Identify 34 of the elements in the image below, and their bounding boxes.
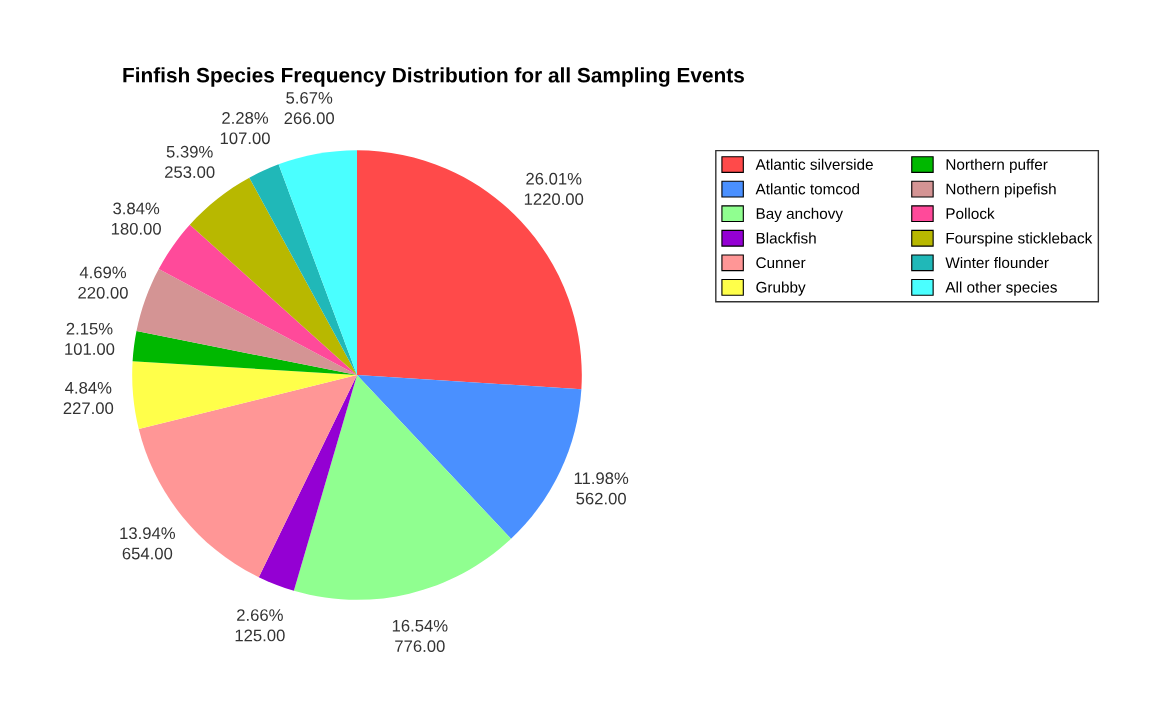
legend-label: Blackfish xyxy=(756,232,816,244)
legend-label: Bay anchovy xyxy=(756,207,843,223)
legend-label: Pollock xyxy=(946,207,995,219)
legend-label: Winter flounder xyxy=(945,256,1049,269)
pie-slice xyxy=(249,164,357,375)
pie-slice xyxy=(357,150,582,390)
data-label: 3.84% 180.00 xyxy=(111,202,161,235)
data-label: 5.67% 266.00 xyxy=(284,91,335,125)
legend-label: Northern puffer xyxy=(946,158,1048,173)
data-label: 4.69% 220.00 xyxy=(78,266,128,299)
legend-label: All other species xyxy=(945,281,1057,296)
data-label: 26.01% 1220.00 xyxy=(524,172,584,206)
legend-label: Atlantic tomcod xyxy=(755,183,859,195)
pie-slice xyxy=(189,177,357,375)
data-label: 11.98% 562.00 xyxy=(574,472,629,505)
data-label: 5.39% 253.00 xyxy=(165,145,215,179)
pie-slice xyxy=(293,375,512,600)
data-label: 16.54% 776.00 xyxy=(392,619,448,653)
pie-slice xyxy=(278,150,357,375)
chart-title: Finfish Species Frequency Distribution for all Sampling Events xyxy=(123,67,744,87)
pie-slice xyxy=(136,268,357,375)
legend-label: Atlantic silverside xyxy=(755,158,873,170)
pie-slice xyxy=(132,361,357,430)
legend-label: Nothern pipefish xyxy=(946,183,1056,198)
legend-label: Grubby xyxy=(756,281,806,296)
data-label: 4.84% 227.00 xyxy=(63,381,114,415)
pie-slice xyxy=(132,331,357,375)
pie-slice xyxy=(258,375,357,591)
data-label: 2.15% 101.00 xyxy=(65,322,115,355)
legend-label: Fourspine stickleback xyxy=(946,232,1093,247)
data-label: 2.66% 125.00 xyxy=(235,609,285,642)
legend-label: Cunner xyxy=(756,257,806,269)
data-label: 13.94% 654.00 xyxy=(120,527,176,560)
data-label: 2.28% 107.00 xyxy=(220,112,270,145)
